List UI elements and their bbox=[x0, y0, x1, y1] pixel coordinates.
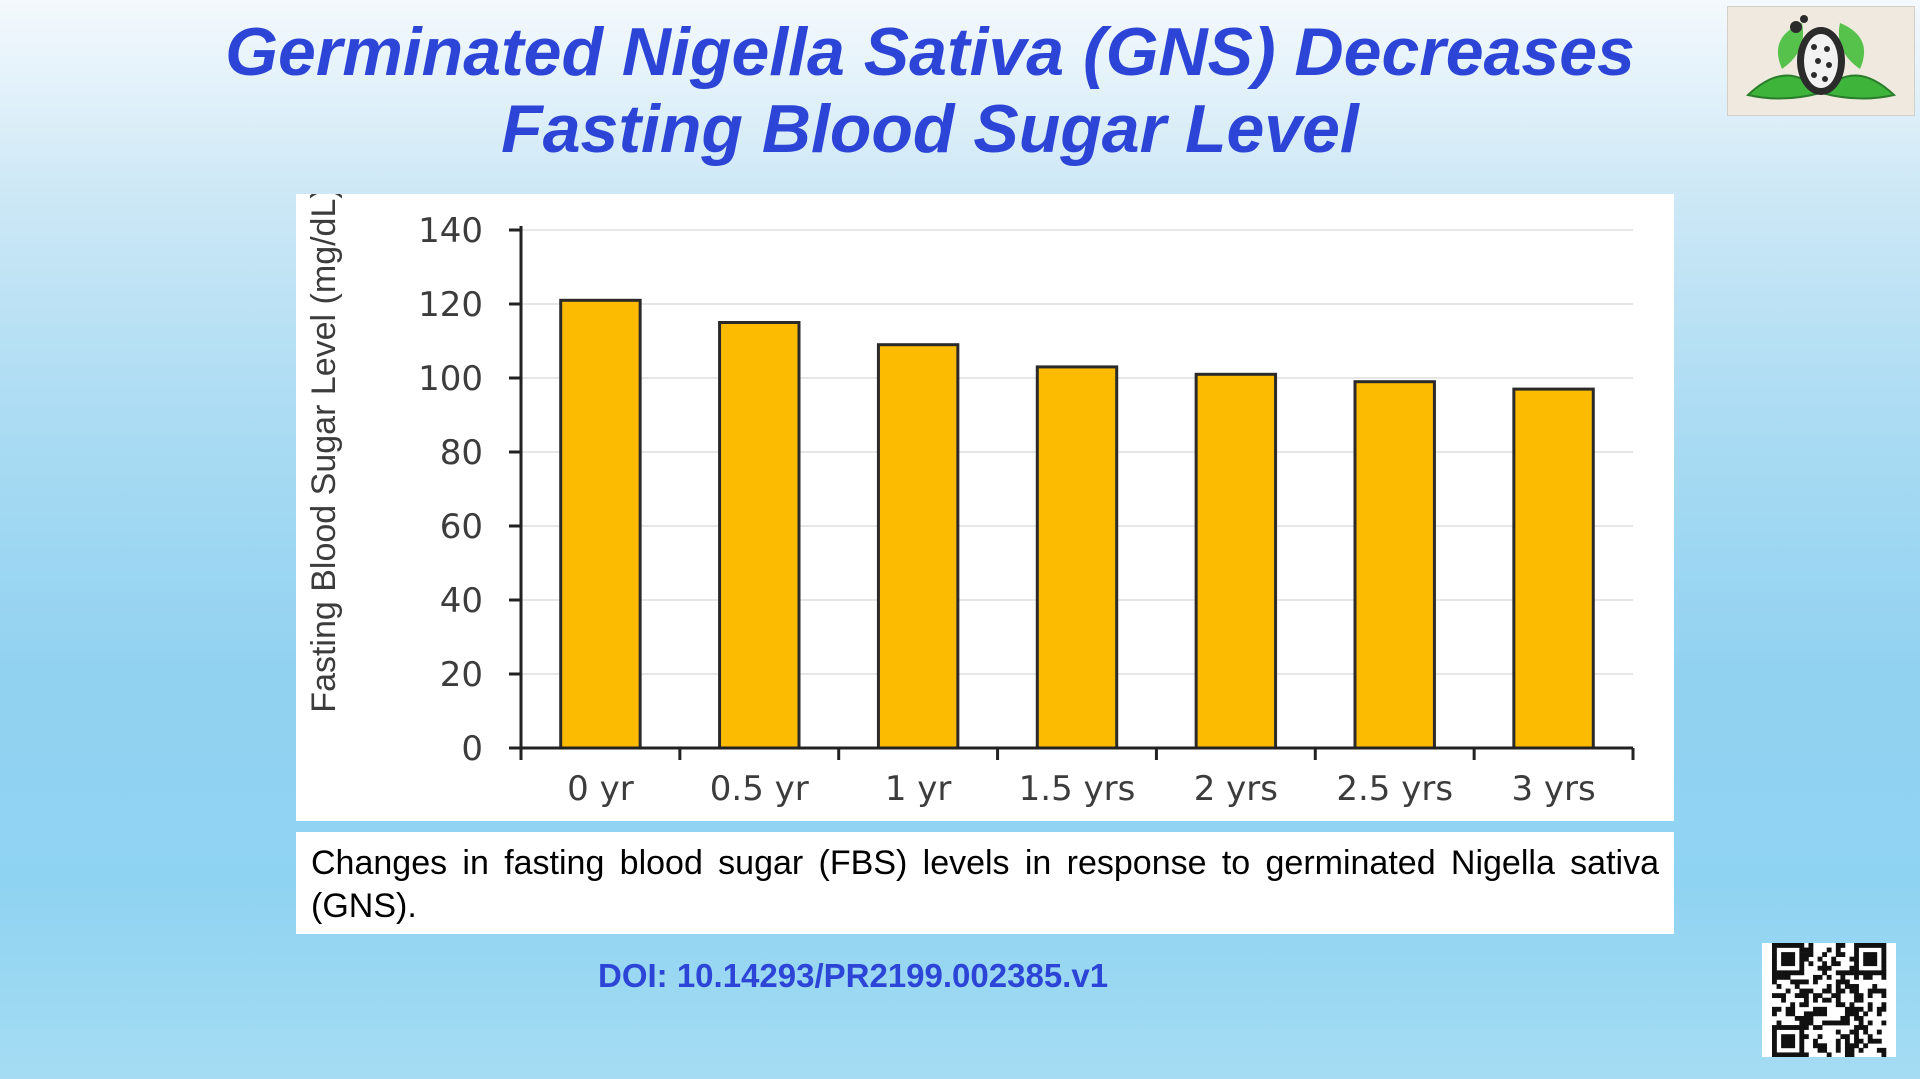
chart-panel: 0 20 40 60 80 100 120 140 0 yr 0.5 yr 1 yr 1.5 yrs 2… bbox=[296, 194, 1674, 821]
axes bbox=[509, 226, 1635, 760]
bar-chart: 0 20 40 60 80 100 120 140 0 yr 0.5 yr 1 yr 1.5 yrs 2… bbox=[305, 194, 1635, 809]
x-tick-label: 0 yr bbox=[567, 769, 634, 809]
x-tick-label: 3 yrs bbox=[1511, 769, 1595, 809]
x-tick-label: 1.5 yrs bbox=[1019, 769, 1136, 809]
y-axis-title: Fasting Blood Sugar Level (mg/dL) bbox=[305, 194, 343, 713]
bars bbox=[559, 298, 1595, 750]
slide-title-line-1: Germinated Nigella Sativa (GNS) Decrease… bbox=[225, 14, 1635, 90]
bar-1-5-yrs bbox=[1035, 365, 1119, 750]
bar-1-yr bbox=[876, 343, 960, 750]
leaf-logo-icon bbox=[1727, 6, 1915, 116]
tick-labels: 0 20 40 60 80 100 120 140 0 yr 0.5 yr 1 yr 1.5 yrs 2… bbox=[418, 211, 1596, 809]
qr-code-icon bbox=[1762, 943, 1896, 1058]
y-tick-label: 80 bbox=[440, 433, 483, 473]
y-tick-label: 40 bbox=[440, 581, 483, 621]
slide-title-line-2: Fasting Blood Sugar Level bbox=[501, 91, 1359, 167]
bar-0-yr bbox=[559, 298, 642, 750]
figure-caption: Changes in fasting blood sugar (FBS) lev… bbox=[296, 832, 1674, 934]
x-tick-label: 2 yrs bbox=[1194, 769, 1278, 809]
bar-2-5-yrs bbox=[1353, 380, 1436, 750]
y-tick-label: 100 bbox=[418, 359, 483, 399]
y-tick-label: 120 bbox=[418, 285, 483, 325]
bar-0-5-yr bbox=[718, 321, 801, 750]
y-tick-label: 20 bbox=[440, 655, 483, 695]
y-tick-label: 0 bbox=[461, 729, 483, 769]
bar-3-yrs bbox=[1512, 387, 1595, 750]
caption-text: Changes in fasting blood sugar (FBS) lev… bbox=[311, 844, 1659, 925]
y-tick-label: 140 bbox=[418, 211, 483, 251]
x-tick-label: 2.5 yrs bbox=[1336, 769, 1453, 809]
y-tick-label: 60 bbox=[440, 507, 483, 547]
slide-title: Germinated Nigella Sativa (GNS) Decrease… bbox=[150, 14, 1710, 168]
bar-2-yrs bbox=[1194, 372, 1278, 750]
x-tick-label: 1 yr bbox=[885, 769, 952, 809]
x-tick-label: 0.5 yr bbox=[710, 769, 809, 809]
doi-text: DOI: 10.14293/PR2199.002385.v1 bbox=[598, 957, 1109, 994]
